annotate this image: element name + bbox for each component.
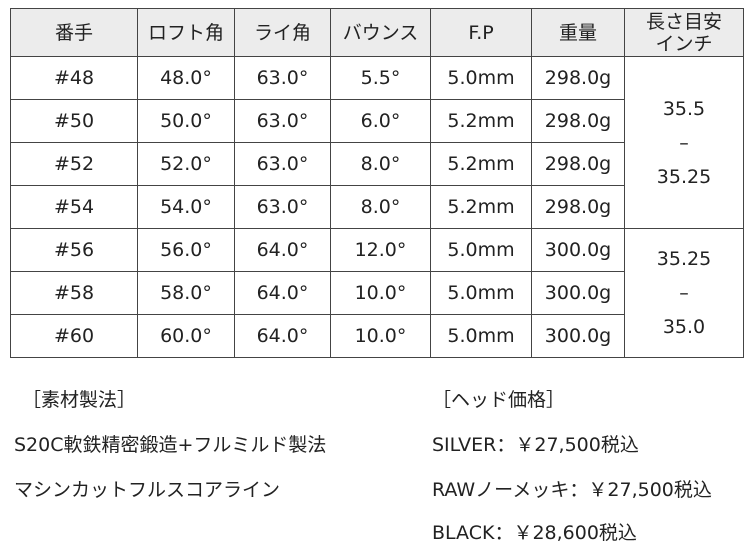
cell-number: #60 [10, 314, 138, 358]
price-line: BLACK：￥28,600税込 [432, 522, 637, 544]
header-lie: ライ角 [234, 8, 331, 57]
cell-lie: 64.0° [234, 228, 331, 272]
cell-lie: 64.0° [234, 314, 331, 358]
cell-weight: 298.0g [531, 99, 625, 143]
material-line: S20C軟鉄精密鍛造+フルミルド製法 [14, 434, 327, 456]
price-line: RAWノーメッキ：￥27,500税込 [432, 479, 712, 501]
table-row: #58 58.0° 64.0° 10.0° 5.0mm 300.0g [10, 271, 744, 315]
header-length-line1: 長さ目安 [645, 10, 722, 33]
cell-bounce: 5.5° [330, 56, 431, 100]
cell-fp: 5.2mm [430, 99, 532, 143]
cell-loft: 60.0° [137, 314, 235, 358]
cell-bounce: 8.0° [330, 185, 431, 229]
cell-weight: 298.0g [531, 185, 625, 229]
cell-lie: 63.0° [234, 56, 331, 100]
cell-fp: 5.0mm [430, 314, 532, 358]
cell-lie: 63.0° [234, 142, 331, 186]
cell-loft: 54.0° [137, 185, 235, 229]
cell-fp: 5.0mm [430, 228, 532, 272]
cell-length: 35.25 – 35.0 [624, 228, 744, 358]
cell-fp: 5.0mm [430, 271, 532, 315]
cell-loft: 50.0° [137, 99, 235, 143]
cell-number: #56 [10, 228, 138, 272]
cell-number: #48 [10, 56, 138, 100]
cell-bounce: 12.0° [330, 228, 431, 272]
spec-table: 番手 ロフト角 ライ角 バウンス F.P 重量 長さ目安 インチ #48 48.0°… [10, 8, 744, 358]
cell-length: 35.5 – 35.25 [624, 56, 744, 229]
cell-fp: 5.2mm [430, 142, 532, 186]
header-weight: 重量 [531, 8, 625, 57]
table-row: #48 48.0° 63.0° 5.5° 5.0mm 298.0g 35.5–35.25 [10, 56, 744, 229]
length-dash: – [679, 131, 689, 154]
header-fp: F.P [430, 8, 532, 57]
cell-bounce: 10.0° [330, 314, 431, 358]
table-row: #50 50.0° 63.0° 6.0° 5.2mm 298.0g [10, 99, 744, 143]
header-row: 番手 ロフト角 ライ角 バウンス F.P 重量 長さ目安 インチ [10, 8, 744, 57]
cell-number: #54 [10, 185, 138, 229]
table-row: #52 52.0° 63.0° 8.0° 5.2mm 298.0g [10, 142, 744, 186]
length-dash: – [679, 282, 689, 304]
length-from: 35.5 [662, 97, 706, 120]
cell-loft: 56.0° [137, 228, 235, 272]
material-line: マシンカットフルスコアライン [14, 479, 281, 501]
header-length: 長さ目安 インチ [624, 8, 744, 57]
price-heading: ［ヘッド価格］ [432, 389, 566, 411]
header-bounce: バウンス [330, 8, 431, 57]
cell-bounce: 10.0° [330, 271, 431, 315]
table-row: #60 60.0° 64.0° 10.0° 5.0mm 300.0g [10, 314, 744, 358]
cell-number: #58 [10, 271, 138, 315]
cell-bounce: 8.0° [330, 142, 431, 186]
cell-loft: 58.0° [137, 271, 235, 315]
cell-weight: 298.0g [531, 142, 625, 186]
cell-fp: 5.0mm [430, 56, 532, 100]
cell-weight: 298.0g [531, 56, 625, 100]
cell-lie: 63.0° [234, 185, 331, 229]
cell-fp: 5.2mm [430, 185, 532, 229]
length-from: 35.25 [656, 248, 712, 270]
header-loft: ロフト角 [137, 8, 235, 57]
header-length-line2: インチ [655, 32, 713, 55]
cell-number: #50 [10, 99, 138, 143]
price-line: SILVER：￥27,500税込 [432, 434, 639, 456]
length-to: 35.0 [662, 316, 706, 338]
cell-lie: 64.0° [234, 271, 331, 315]
cell-bounce: 6.0° [330, 99, 431, 143]
cell-loft: 52.0° [137, 142, 235, 186]
length-to: 35.25 [656, 165, 712, 188]
table-row: #56 56.0° 64.0° 12.0° 5.0mm 300.0g 35.25–35.0 [10, 228, 744, 358]
cell-weight: 300.0g [531, 228, 625, 272]
cell-weight: 300.0g [531, 271, 625, 315]
cell-lie: 63.0° [234, 99, 331, 143]
cell-number: #52 [10, 142, 138, 186]
material-heading: ［素材製法］ [22, 389, 137, 411]
header-number: 番手 [10, 8, 138, 57]
cell-loft: 48.0° [137, 56, 235, 100]
table-row: #54 54.0° 63.0° 8.0° 5.2mm 298.0g [10, 185, 744, 229]
cell-weight: 300.0g [531, 314, 625, 358]
